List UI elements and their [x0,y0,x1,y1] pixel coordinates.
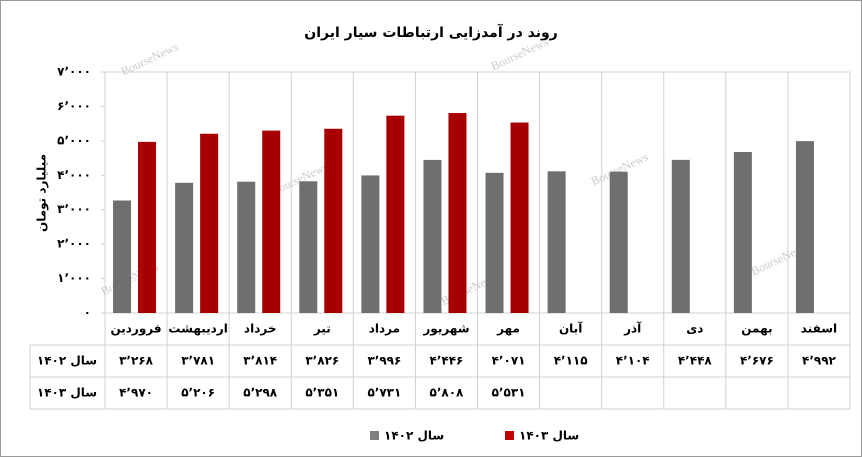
row-label: سال ۱۴۰۲ [37,354,97,368]
category-label: آذر [623,321,642,336]
category-label: فروردین [110,322,161,337]
bar-shade [609,171,628,313]
bar [324,128,343,313]
value-label: ۳٬۲۶۸ [119,354,154,368]
value-label: ۴٬۱۰۴ [616,354,650,368]
bar-shade [547,171,566,313]
bar [237,181,256,313]
bar [200,133,219,313]
value-label: ۳٬۹۹۶ [367,354,401,368]
bar-shade [299,181,318,313]
y-tick-label: ۵٬۰۰۰ [57,133,91,147]
value-label: ۳٬۸۱۴ [243,354,277,368]
bar-shade [200,133,219,313]
bar [262,130,281,313]
bar-shade [386,115,405,314]
value-label: ۴٬۹۹۲ [802,354,837,368]
value-label: ۴٬۴۴۸ [678,354,713,368]
value-label: ۵٬۲۹۸ [243,386,278,400]
bar [113,200,132,313]
category-label: آبان [559,321,583,336]
y-tick-label: ۳٬۰۰۰ [57,202,91,216]
bar [671,159,690,313]
bar-shade [448,113,467,314]
y-tick-label: ۱٬۰۰۰ [57,271,91,285]
category-label: اردیبهشت [168,322,227,336]
bar-shade [113,200,132,313]
bar [510,122,529,314]
y-tick-label: ۷٬۰۰۰ [57,65,91,79]
bar-shade [175,182,194,313]
value-label: ۴٬۹۷۰ [119,386,153,400]
bar [175,182,194,313]
bar-shade [733,152,752,313]
bar [485,172,504,313]
chart-title: روند در آمدزایی ارتباطات سیار ایران [304,23,557,41]
category-label: دی [686,322,703,336]
category-label: خرداد [244,322,277,336]
value-label: ۵٬۸۰۸ [430,386,465,400]
legend-label: سال ۱۴۰۳ [519,429,579,443]
bar [386,115,405,314]
bar-shade [324,128,343,313]
y-tick-label: ۶٬۰۰۰ [57,99,91,113]
bar [448,113,467,314]
bar-shade [423,159,442,313]
bar-shade [138,141,157,313]
category-label: بهمن [741,322,772,336]
value-label: ۴٬۴۴۶ [430,354,464,368]
category-label: تیر [313,322,331,336]
bar [361,175,380,313]
y-axis-label: میلیارد تومان [35,154,50,232]
value-label: ۳٬۸۲۶ [305,354,339,368]
bar [733,152,752,313]
bar [299,181,318,313]
bar-shade [795,141,814,313]
bar [795,141,814,313]
value-label: ۳٬۷۸۱ [181,354,215,368]
bar [609,171,628,313]
value-label: ۵٬۳۵۱ [305,386,339,400]
row-label: سال ۱۴۰۳ [37,386,97,400]
value-label: ۵٬۷۳۱ [367,386,401,400]
bar [138,141,157,313]
bar-shade [262,130,281,313]
category-label: اسفند [801,322,837,336]
category-label: مرداد [369,322,400,336]
bar-shade [671,159,690,313]
legend-label: سال ۱۴۰۲ [384,429,444,443]
value-label: ۵٬۲۰۶ [181,386,215,400]
value-label: ۵٬۵۳۱ [492,386,526,400]
bar-shade [361,175,380,313]
y-tick-label: ۲٬۰۰۰ [57,237,91,251]
bar-shade [510,122,529,314]
category-label: شهریور [422,322,469,337]
value-label: ۴٬۶۷۶ [740,354,774,368]
legend-swatch [370,431,379,440]
y-tick-label: ۴٬۰۰۰ [57,168,91,182]
category-label: مهر [496,322,520,336]
bar [423,159,442,313]
y-tick-label: ۰ [84,306,91,320]
legend-swatch [505,431,514,440]
bar [547,171,566,313]
value-label: ۴٬۰۷۱ [492,354,526,368]
bar-shade [485,172,504,313]
value-label: ۴٬۱۱۵ [554,354,588,368]
bar-shade [237,181,256,313]
